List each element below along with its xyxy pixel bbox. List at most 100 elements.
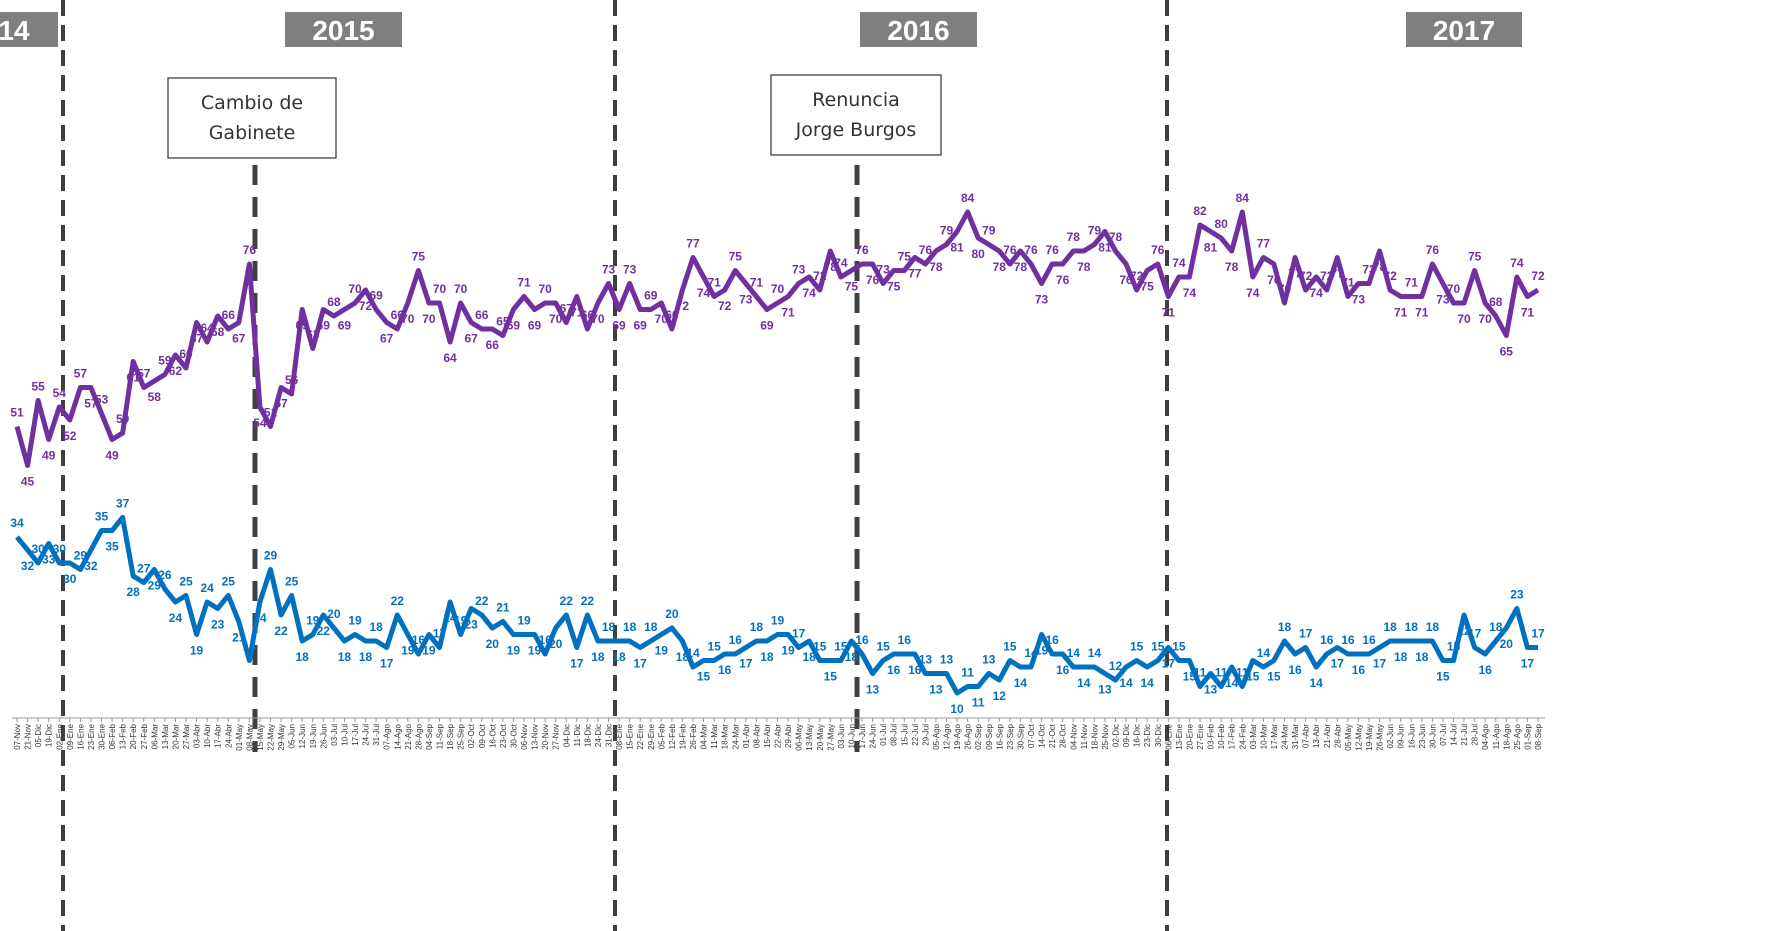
data-label: 54 (53, 386, 67, 400)
data-label: 24 (200, 581, 214, 595)
data-label: 15 (1436, 670, 1450, 684)
data-label: 71 (517, 276, 531, 290)
data-label: 14 (1088, 646, 1102, 660)
x-tick-label: 30-Sep (1016, 723, 1025, 749)
data-label: 65 (496, 315, 510, 329)
data-label: 66 (665, 308, 679, 322)
data-label: 71 (1415, 306, 1429, 320)
data-label: 75 (1141, 280, 1155, 294)
data-label: 14 (1024, 646, 1038, 660)
x-tick-label: 20-Mar (171, 724, 180, 750)
data-label: 71 (1521, 306, 1535, 320)
data-label: 74 (1246, 286, 1260, 300)
data-label: 18 (369, 620, 383, 634)
data-label: 18 (1426, 620, 1440, 634)
year-box (0, 12, 58, 47)
data-label: 18 (1394, 650, 1408, 664)
x-tick-label: 22-May (267, 724, 276, 751)
x-tick-label: 18-Sep (446, 723, 455, 749)
data-label: 72 (676, 299, 690, 313)
annotation-box (167, 77, 337, 159)
x-tick-label: 11-Dic (573, 724, 582, 747)
data-label: 67 (232, 332, 246, 346)
data-label: 24 (443, 611, 457, 625)
data-label: 71 (1394, 306, 1408, 320)
x-tick-label: 11-Nov (1080, 724, 1089, 749)
data-label: 13 (919, 653, 933, 667)
data-label: 19 (348, 614, 362, 628)
data-label: 74 (697, 286, 711, 300)
x-tick-label: 25-Ago (1513, 723, 1522, 749)
x-tick-label: 18-Dic (583, 724, 592, 747)
series-line (14, 209, 1540, 468)
data-label: 15 (707, 640, 721, 654)
x-tick-label: 11-Mar (710, 724, 719, 749)
x-tick-label: 02-Sep (974, 723, 983, 749)
data-label: 17 (1331, 657, 1345, 671)
data-label: 15 (1172, 640, 1186, 654)
data-label: 19 (507, 644, 521, 658)
data-label: 69 (338, 319, 352, 333)
data-label: 18 (1278, 620, 1292, 634)
x-tick-label: 27-Ene (1196, 723, 1205, 749)
data-label: 37 (116, 497, 130, 511)
data-label: 79 (982, 224, 996, 238)
data-label: 76 (1056, 273, 1070, 287)
data-label: 71 (707, 276, 721, 290)
data-label: 20 (486, 637, 500, 651)
data-label: 18 (1415, 650, 1429, 664)
data-label: 69 (760, 319, 774, 333)
data-label: 17 (634, 657, 648, 671)
data-label: 33 (42, 553, 56, 567)
data-label: 30 (31, 542, 45, 556)
data-label: 72 (1299, 269, 1313, 283)
x-tick-label: 28-Abr (1333, 724, 1342, 748)
data-label: 19 (781, 644, 795, 658)
x-tick-label: 25-Sep (457, 723, 466, 749)
data-label: 81 (1098, 241, 1112, 255)
data-label: 25 (179, 575, 193, 589)
data-label: 16 (1288, 663, 1302, 677)
data-label: 16 (1045, 633, 1059, 647)
data-label: 16 (1362, 633, 1376, 647)
data-label: 67 (380, 332, 394, 346)
data-label: 49 (42, 449, 56, 463)
data-label: 16 (908, 663, 922, 677)
x-tick-label: 20-Ene (1185, 723, 1194, 749)
x-tick-label: 19-Dic (45, 724, 54, 747)
data-label: 84 (1236, 191, 1250, 205)
data-label: 66 (486, 338, 500, 352)
data-label: 77 (908, 267, 922, 281)
data-label: 17 (1162, 657, 1176, 671)
data-label: 12 (1109, 659, 1123, 673)
x-tick-label: 03-Mar (1249, 724, 1258, 750)
x-tick-label: 18-Ago (1502, 723, 1511, 749)
x-tick-label: 12-Ago (943, 723, 952, 749)
data-label: 77 (1331, 267, 1345, 281)
data-label: 56 (285, 373, 299, 387)
data-label: 69 (369, 289, 383, 303)
x-tick-label: 16-Sep (995, 723, 1004, 749)
data-label: 70 (1457, 312, 1471, 326)
data-label: 57 (137, 367, 151, 381)
x-tick-label: 28-Oct (1059, 723, 1068, 748)
data-label: 72 (1320, 269, 1334, 283)
x-tick-label: 24-Dic (594, 724, 603, 747)
data-label: 11 (1215, 666, 1228, 680)
data-label: 24 (253, 611, 267, 625)
data-label: 22 (317, 624, 331, 638)
x-tick-label: 08-Abr (752, 724, 761, 748)
data-label: 76 (1024, 243, 1038, 257)
x-tick-label: 05-May (1344, 724, 1353, 751)
x-tick-label: 04-Sep (425, 723, 434, 749)
data-label: 70 (1278, 282, 1292, 296)
data-label: 70 (655, 312, 669, 326)
data-label: 74 (834, 256, 848, 270)
data-label: 55 (31, 380, 45, 394)
x-tick-label: 23-Dic (1143, 724, 1152, 747)
data-label: 15 (1447, 640, 1461, 654)
x-tick-label: 19-Feb (678, 723, 687, 749)
data-label: 23 (465, 618, 479, 632)
x-tick-label: 21-Ago (404, 723, 413, 749)
data-label: 15 (1130, 640, 1144, 654)
